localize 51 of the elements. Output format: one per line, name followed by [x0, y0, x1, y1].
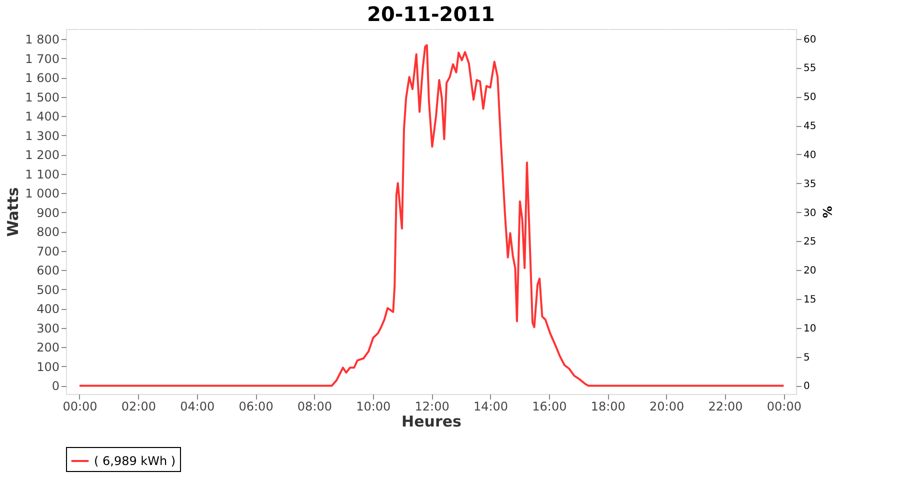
x-tick-label: 14:00 [473, 400, 508, 414]
y2-tick-label: 30 [804, 208, 816, 219]
y-tick-label: 300 [36, 321, 60, 336]
y-tick-label: 800 [36, 225, 60, 240]
y2-tick-label: 40 [804, 150, 816, 161]
y2-tick-label: 0 [804, 381, 810, 392]
x-tick-label: 04:00 [180, 400, 215, 414]
y-tick-label: 700 [36, 244, 60, 258]
y-tick-label: 1 000 [25, 186, 60, 201]
x-tick-label: 16:00 [532, 400, 567, 414]
x-tick-label: 00:00 [766, 400, 802, 414]
y-tick-label: 1 500 [25, 90, 60, 104]
y2-tick-label: 55 [804, 63, 816, 74]
y2-tick-label: 60 [804, 34, 816, 46]
y-tick-label: 500 [36, 282, 60, 297]
line-series [78, 44, 785, 387]
y2-tick-label: 5 [804, 352, 810, 364]
x-tick-label: 08:00 [297, 400, 332, 414]
x-tick-label: 00:00 [62, 400, 98, 414]
x-tick-label: 02:00 [121, 400, 156, 414]
y2-tick-label: 15 [804, 294, 816, 306]
y-tick-label: 600 [36, 264, 60, 278]
y-axis-title: Watts [4, 187, 22, 237]
x-tick-label: 06:00 [238, 400, 274, 414]
legend-label: ( 6,989 kWh ) [94, 454, 176, 468]
y-tick-label: 400 [36, 302, 60, 316]
y-tick-label: 0 [52, 379, 60, 394]
x-tick-label: 22:00 [708, 400, 743, 414]
y2-tick-label: 35 [804, 178, 816, 190]
y-tick-label: 200 [36, 340, 60, 355]
x-axis-title: Heures [402, 412, 462, 430]
y2-tick-label: 25 [804, 236, 816, 248]
y-tick-label: 900 [36, 206, 60, 220]
y2-tick-label: 20 [804, 266, 816, 277]
y-tick-label: 1 800 [25, 32, 60, 47]
y-tick-label: 1 100 [25, 167, 60, 182]
x-tick-label: 18:00 [590, 400, 626, 414]
y-tick-label: 1 400 [25, 110, 60, 124]
x-tick-label: 10:00 [356, 400, 391, 414]
x-tick-label: 12:00 [414, 400, 450, 414]
y2-tick-label: 45 [804, 121, 816, 132]
y-tick-label: 100 [36, 360, 60, 374]
y2-tick-label: 10 [804, 323, 816, 334]
y-tick-label: 1 300 [25, 128, 60, 143]
chart-title: 20-11-2011 [367, 2, 495, 26]
y2-axis-title: % [820, 206, 834, 218]
y2-tick-label: 50 [804, 92, 816, 104]
x-tick-label: 20:00 [650, 400, 684, 414]
y-tick-label: 1 200 [25, 148, 60, 162]
y-tick-label: 1 600 [25, 71, 60, 86]
y-tick-label: 1 700 [25, 52, 60, 66]
